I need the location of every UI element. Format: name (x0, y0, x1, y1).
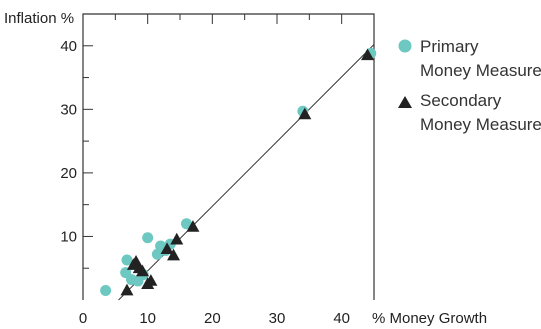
y-tick-label: 10 (60, 228, 77, 245)
secondary-data-point (120, 283, 134, 296)
secondary-data-point (160, 242, 174, 255)
secondary-data-point (361, 48, 375, 61)
plot-area (82, 13, 377, 301)
secondary-data-point (167, 248, 181, 261)
plot-frame (82, 13, 375, 300)
secondary-data-point (170, 232, 184, 245)
secondary-data-point (144, 274, 158, 286)
legend: Primary Money Measure Secondary Money Me… (398, 37, 541, 134)
x-tick-label: 0 (79, 310, 87, 327)
series-primary-money-measure (100, 47, 377, 296)
legend-label-primary-line1: Primary (420, 37, 479, 56)
primary-data-point (151, 248, 163, 260)
legend-label-secondary-line2: Money Measure (420, 115, 541, 134)
y-axis-title: Inflation % (4, 10, 74, 27)
series-secondary-money-measure (120, 48, 375, 296)
x-axis-tick-labels: 0 10 20 30 40 (79, 310, 350, 327)
primary-data-point (180, 218, 192, 230)
primary-data-point (121, 254, 133, 266)
y-tick-label: 30 (60, 101, 77, 118)
legend-label-secondary-line1: Secondary (420, 91, 502, 110)
y-tick-label: 20 (60, 165, 77, 182)
x-axis-title: % Money Growth (372, 310, 487, 327)
secondary-data-point (186, 220, 200, 232)
secondary-data-point (298, 107, 312, 120)
legend-triangle-marker (398, 96, 412, 108)
x-tick-label: 30 (269, 310, 286, 327)
primary-data-point (100, 284, 112, 296)
tick-marks (83, 14, 343, 269)
legend-item-primary: Primary Money Measure (398, 37, 541, 80)
secondary-data-point (135, 264, 149, 277)
x-tick-label: 20 (204, 310, 221, 327)
x-tick-label: 40 (333, 310, 350, 327)
y-axis-tick-labels: 10 20 30 40 (60, 38, 77, 246)
trend-line (118, 44, 375, 301)
legend-label-primary-line2: Money Measure (420, 61, 541, 80)
legend-item-secondary: Secondary Money Measure (398, 91, 541, 134)
x-tick-label: 10 (139, 310, 156, 327)
legend-circle-marker (398, 39, 412, 53)
primary-data-point (142, 232, 154, 244)
y-tick-label: 40 (60, 38, 77, 55)
